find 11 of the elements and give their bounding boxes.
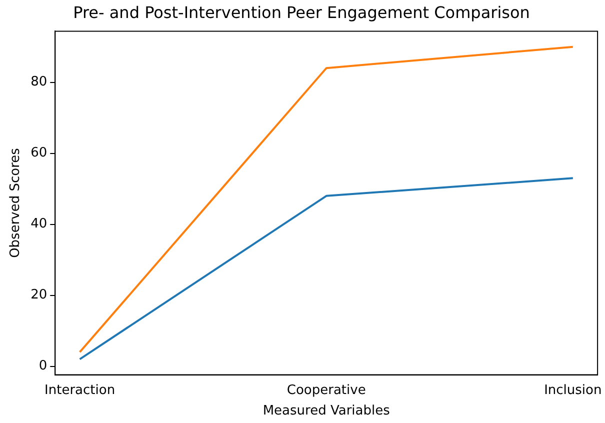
y-tick-label: 60	[30, 146, 48, 161]
y-tick-label: 40	[30, 216, 48, 232]
x-tick-label: Cooperative	[286, 382, 366, 398]
y-tick-label: 0	[38, 358, 48, 374]
y-axis-title: Observed Scores	[8, 148, 24, 258]
chart-title: Pre- and Post-Intervention Peer Engagement Comparison	[73, 2, 530, 22]
x-axis-title: Measured Variables	[262, 404, 390, 419]
x-tick-label: Interaction	[44, 382, 116, 398]
y-tick-label: 80	[30, 74, 48, 90]
y-tick-label: 20	[30, 288, 48, 303]
x-tick-label: Inclusion	[544, 382, 602, 398]
